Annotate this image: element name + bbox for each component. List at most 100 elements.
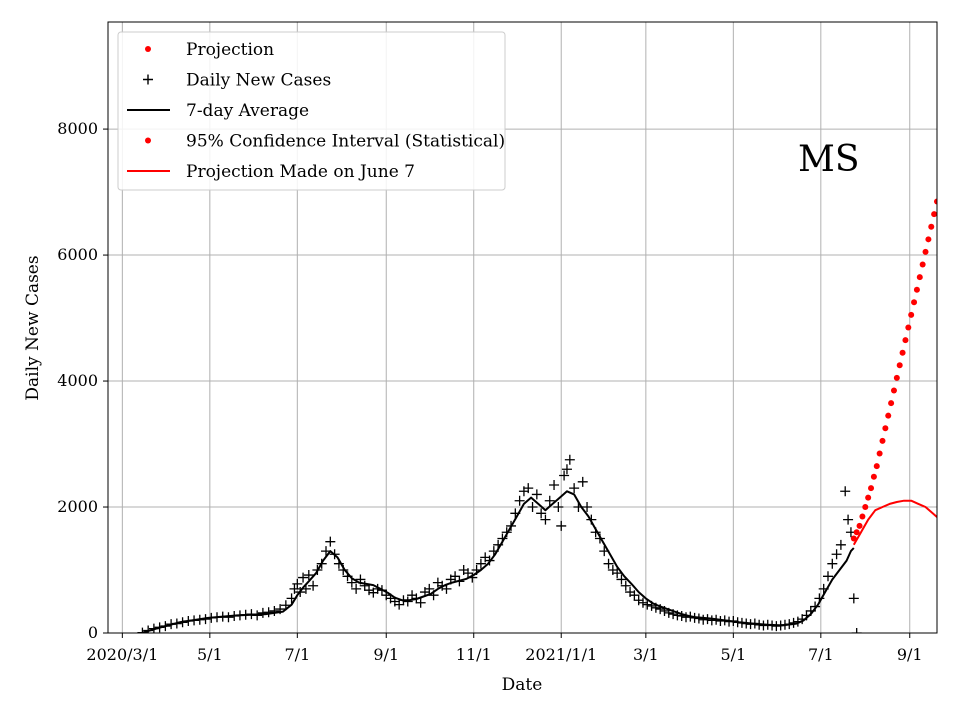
x-tick-label: 2020/3/1 [86, 645, 158, 664]
daily-new-cases-point [620, 580, 631, 591]
x-tick-label: 5/1 [197, 645, 223, 664]
daily-new-cases-point [616, 574, 627, 585]
projection-point [870, 473, 877, 480]
projection-point [902, 337, 909, 344]
daily-new-cases-point [514, 495, 525, 506]
projection-point [913, 286, 920, 293]
daily-new-cases-point [556, 520, 567, 531]
legend-item-7-day-average: 7-day Average [127, 101, 309, 121]
daily-new-cases-point [629, 590, 640, 601]
daily-new-cases-point [582, 502, 593, 513]
daily-new-cases-point [269, 605, 280, 616]
projection-point [853, 529, 860, 536]
daily-new-cases-point [364, 585, 375, 596]
daily-new-cases-point [462, 568, 473, 579]
daily-new-cases-point [527, 502, 538, 513]
y-tick-label: 0 [88, 623, 98, 642]
projection-point [911, 299, 918, 306]
projection-point [862, 504, 869, 511]
daily-new-cases-point [531, 489, 542, 500]
projection-point [856, 522, 863, 529]
plot-data [137, 188, 937, 633]
projection-point [928, 223, 935, 230]
daily-new-cases-point [536, 508, 547, 519]
x-tick-label: 7/1 [284, 645, 310, 664]
daily-new-cases-point [569, 483, 580, 494]
daily-new-cases-point [577, 476, 588, 487]
daily-new-cases-point [637, 597, 648, 608]
legend-item-daily-new-cases: Daily New Cases [143, 71, 331, 91]
projection-point [905, 324, 912, 331]
daily-new-cases-point [840, 486, 851, 497]
daily-new-cases-point [843, 514, 854, 525]
projection-point [876, 450, 883, 457]
daily-new-cases-point [642, 599, 653, 610]
projection-point [888, 400, 895, 407]
daily-new-cases-point [523, 483, 534, 494]
projection-point [859, 513, 866, 520]
projection-point [890, 387, 897, 394]
daily-new-cases-point [450, 571, 461, 582]
daily-new-cases-point [303, 570, 314, 581]
daily-new-cases-point [359, 580, 370, 591]
x-tick-label: 2021/1/1 [525, 645, 597, 664]
x-tick-label: 9/1 [897, 645, 923, 664]
daily-new-cases-point [394, 599, 405, 610]
daily-new-cases-point [835, 539, 846, 550]
daily-new-cases-point [298, 572, 309, 583]
daily-new-cases-point [289, 583, 300, 594]
projection-point [919, 261, 926, 268]
daily-new-cases-point [475, 558, 486, 569]
projection-point [916, 274, 923, 281]
legend: Projection Daily New Cases 7-day Average 95… [117, 31, 506, 191]
daily-new-cases-point [549, 479, 560, 490]
legend-label: Daily New Cases [186, 71, 331, 91]
legend-entries: Projection Daily New Cases 7-day Average 95… [127, 40, 505, 182]
projection-point [893, 374, 900, 381]
projection-point [879, 437, 886, 444]
daily-new-cases-point [540, 514, 551, 525]
legend-label: 95% Confidence Interval (Statistical) [186, 132, 505, 152]
legend-item-projection: Projection [145, 40, 274, 60]
daily-new-cases-point [822, 571, 833, 582]
legend-item-projection-made-on-june-7: Projection Made on June 7 [127, 162, 415, 182]
daily-new-cases-point [827, 558, 838, 569]
daily-new-cases-point [831, 549, 842, 560]
daily-new-cases-point [848, 593, 859, 604]
legend-marker [143, 74, 153, 85]
y-tick-label: 4000 [57, 371, 98, 390]
legend-label: Projection [186, 40, 274, 60]
daily-new-cases-point [325, 536, 336, 547]
projection-point [896, 362, 903, 369]
projection-point [934, 198, 937, 205]
projection-point [882, 425, 889, 432]
daily-new-cases-point [308, 580, 319, 591]
daily-new-cases-point [351, 583, 362, 594]
7-day-average-line [142, 490, 855, 633]
x-tick-label: 11/1 [456, 645, 492, 664]
y-tick-label: 2000 [57, 497, 98, 516]
daily-new-cases-point [612, 568, 623, 579]
projection-point [885, 412, 892, 419]
daily-new-cases-point [424, 583, 435, 594]
projection-point [873, 463, 880, 470]
y-tick-label: 6000 [57, 245, 98, 264]
x-axis-ticks: 2020/3/1 5/1 7/1 9/1 11/1 2021/1/1 3/1 5/1 7/1 9/… [86, 633, 923, 664]
state-annotation: MS [798, 139, 860, 180]
x-axis-label: Date [502, 675, 543, 695]
daily-new-cases-point [851, 628, 862, 633]
daily-new-cases-point [561, 464, 572, 475]
daily-new-cases-point [564, 454, 575, 465]
legend-label: Projection Made on June 7 [186, 162, 415, 182]
y-axis-label: Daily New Cases [23, 255, 43, 400]
y-tick-label: 8000 [57, 119, 98, 138]
daily-new-cases-point [415, 597, 426, 608]
projection-point [908, 311, 915, 318]
projection-made-on-june-7-line [852, 499, 937, 546]
x-tick-label: 5/1 [720, 645, 746, 664]
legend-item-95-confidence-interval-statistical: 95% Confidence Interval (Statistical) [145, 132, 505, 152]
legend-marker [145, 137, 151, 144]
legend-label: 7-day Average [186, 101, 309, 121]
y-axis-ticks: 0 2000 4000 6000 8000 [57, 119, 108, 642]
daily-new-cases-point [402, 596, 413, 607]
